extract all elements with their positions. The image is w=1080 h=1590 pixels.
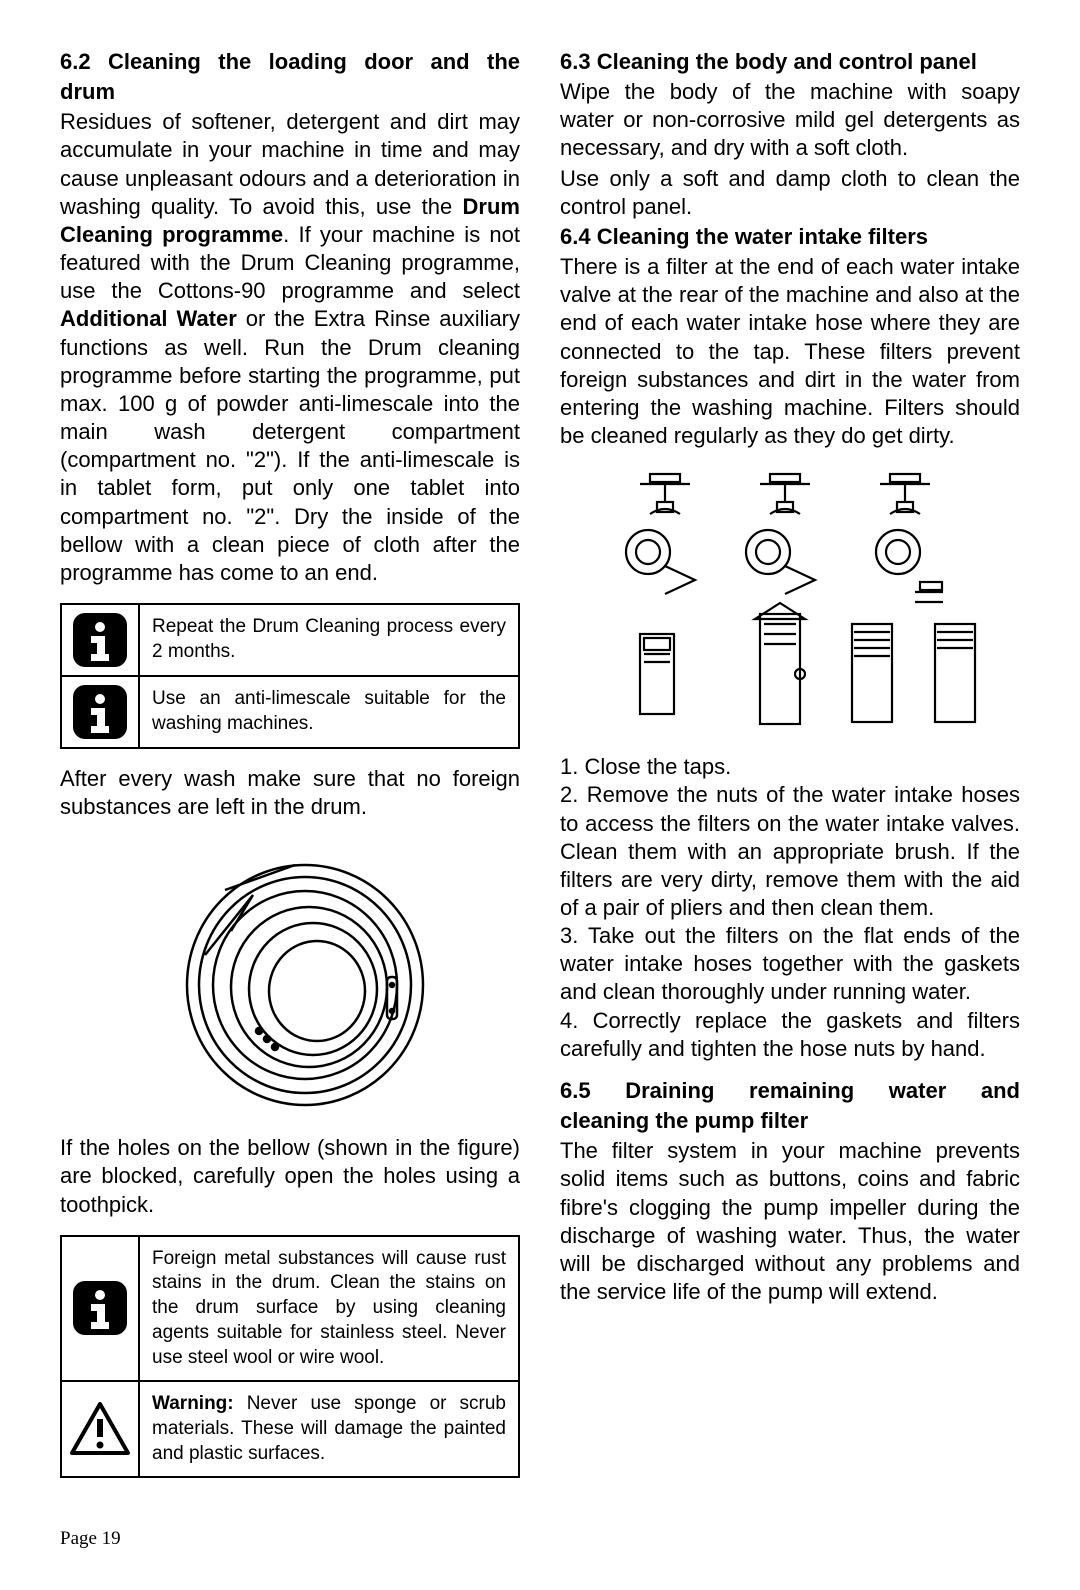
info-icon (71, 683, 129, 741)
spacer (560, 1063, 1020, 1077)
toothpick-text: If the holes on the bellow (shown in the… (60, 1134, 520, 1218)
table-row: Use an anti-limescale suitable for the w… (61, 676, 519, 748)
table-row: Warning: Never use sponge or scrub mater… (61, 1381, 519, 1477)
list-item: 4. Correctly replace the gaskets and fil… (560, 1007, 1020, 1063)
table-row: Repeat the Drum Cleaning process every 2… (61, 604, 519, 676)
after-wash-text: After every wash make sure that no forei… (60, 765, 520, 821)
sec-6-5-heading-l1: 6.5 Draining remaining water and (560, 1077, 1020, 1105)
sec-6-2-body: Residues of softener, detergent and dirt… (60, 108, 520, 587)
note-text: Repeat the Drum Cleaning process every 2… (139, 604, 519, 676)
table-row: Foreign metal substances will cause rust… (61, 1236, 519, 1381)
sec-6-3-body2: Use only a soft and damp cloth to clean … (560, 165, 1020, 221)
sec-6-4-body: There is a filter at the end of each wat… (560, 253, 1020, 450)
bold-run: Warning: (152, 1393, 234, 1414)
warning-text: Warning: Never use sponge or scrub mater… (139, 1381, 519, 1477)
sec-6-5-heading-l2: cleaning the pump filter (560, 1107, 1020, 1135)
drum-bellow-figure (60, 835, 520, 1120)
filter-steps: 1. Close the taps. 2. Remove the nuts of… (560, 753, 1020, 1063)
warning-icon (69, 1401, 131, 1457)
note-table-1: Repeat the Drum Cleaning process every 2… (60, 603, 520, 749)
text-run: Residues of softener, detergent and dirt… (60, 109, 520, 218)
sec-6-5-body: The filter system in your machine preven… (560, 1137, 1020, 1306)
note-text: Use an anti-limescale suitable for the w… (139, 676, 519, 748)
water-filters-figure (560, 464, 1020, 739)
list-item: 3. Take out the filters on the flat ends… (560, 922, 1020, 1006)
info-icon (71, 1279, 129, 1337)
text-run: or the Extra Rinse auxiliary functions a… (60, 306, 520, 584)
list-item: 1. Close the taps. (560, 753, 1020, 781)
sec-6-4-heading: 6.4 Cleaning the water intake filters (560, 223, 1020, 251)
icon-cell (61, 1381, 139, 1477)
sec-6-2-heading-l1: 6.2 Cleaning the loading door and the (60, 48, 520, 76)
note-table-2: Foreign metal substances will cause rust… (60, 1235, 520, 1479)
sec-6-3-body1: Wipe the body of the machine with soapy … (560, 78, 1020, 162)
list-item: 2. Remove the nuts of the water intake h… (560, 781, 1020, 922)
icon-cell (61, 604, 139, 676)
bold-run: Additional Water (60, 306, 237, 331)
note-text: Foreign metal substances will cause rust… (139, 1236, 519, 1381)
icon-cell (61, 676, 139, 748)
icon-cell (61, 1236, 139, 1381)
info-icon (71, 611, 129, 669)
sec-6-3-heading: 6.3 Cleaning the body and control panel (560, 48, 1020, 76)
page-footer: Page 19 (60, 1528, 1020, 1550)
sec-6-2-heading-l2: drum (60, 78, 520, 106)
